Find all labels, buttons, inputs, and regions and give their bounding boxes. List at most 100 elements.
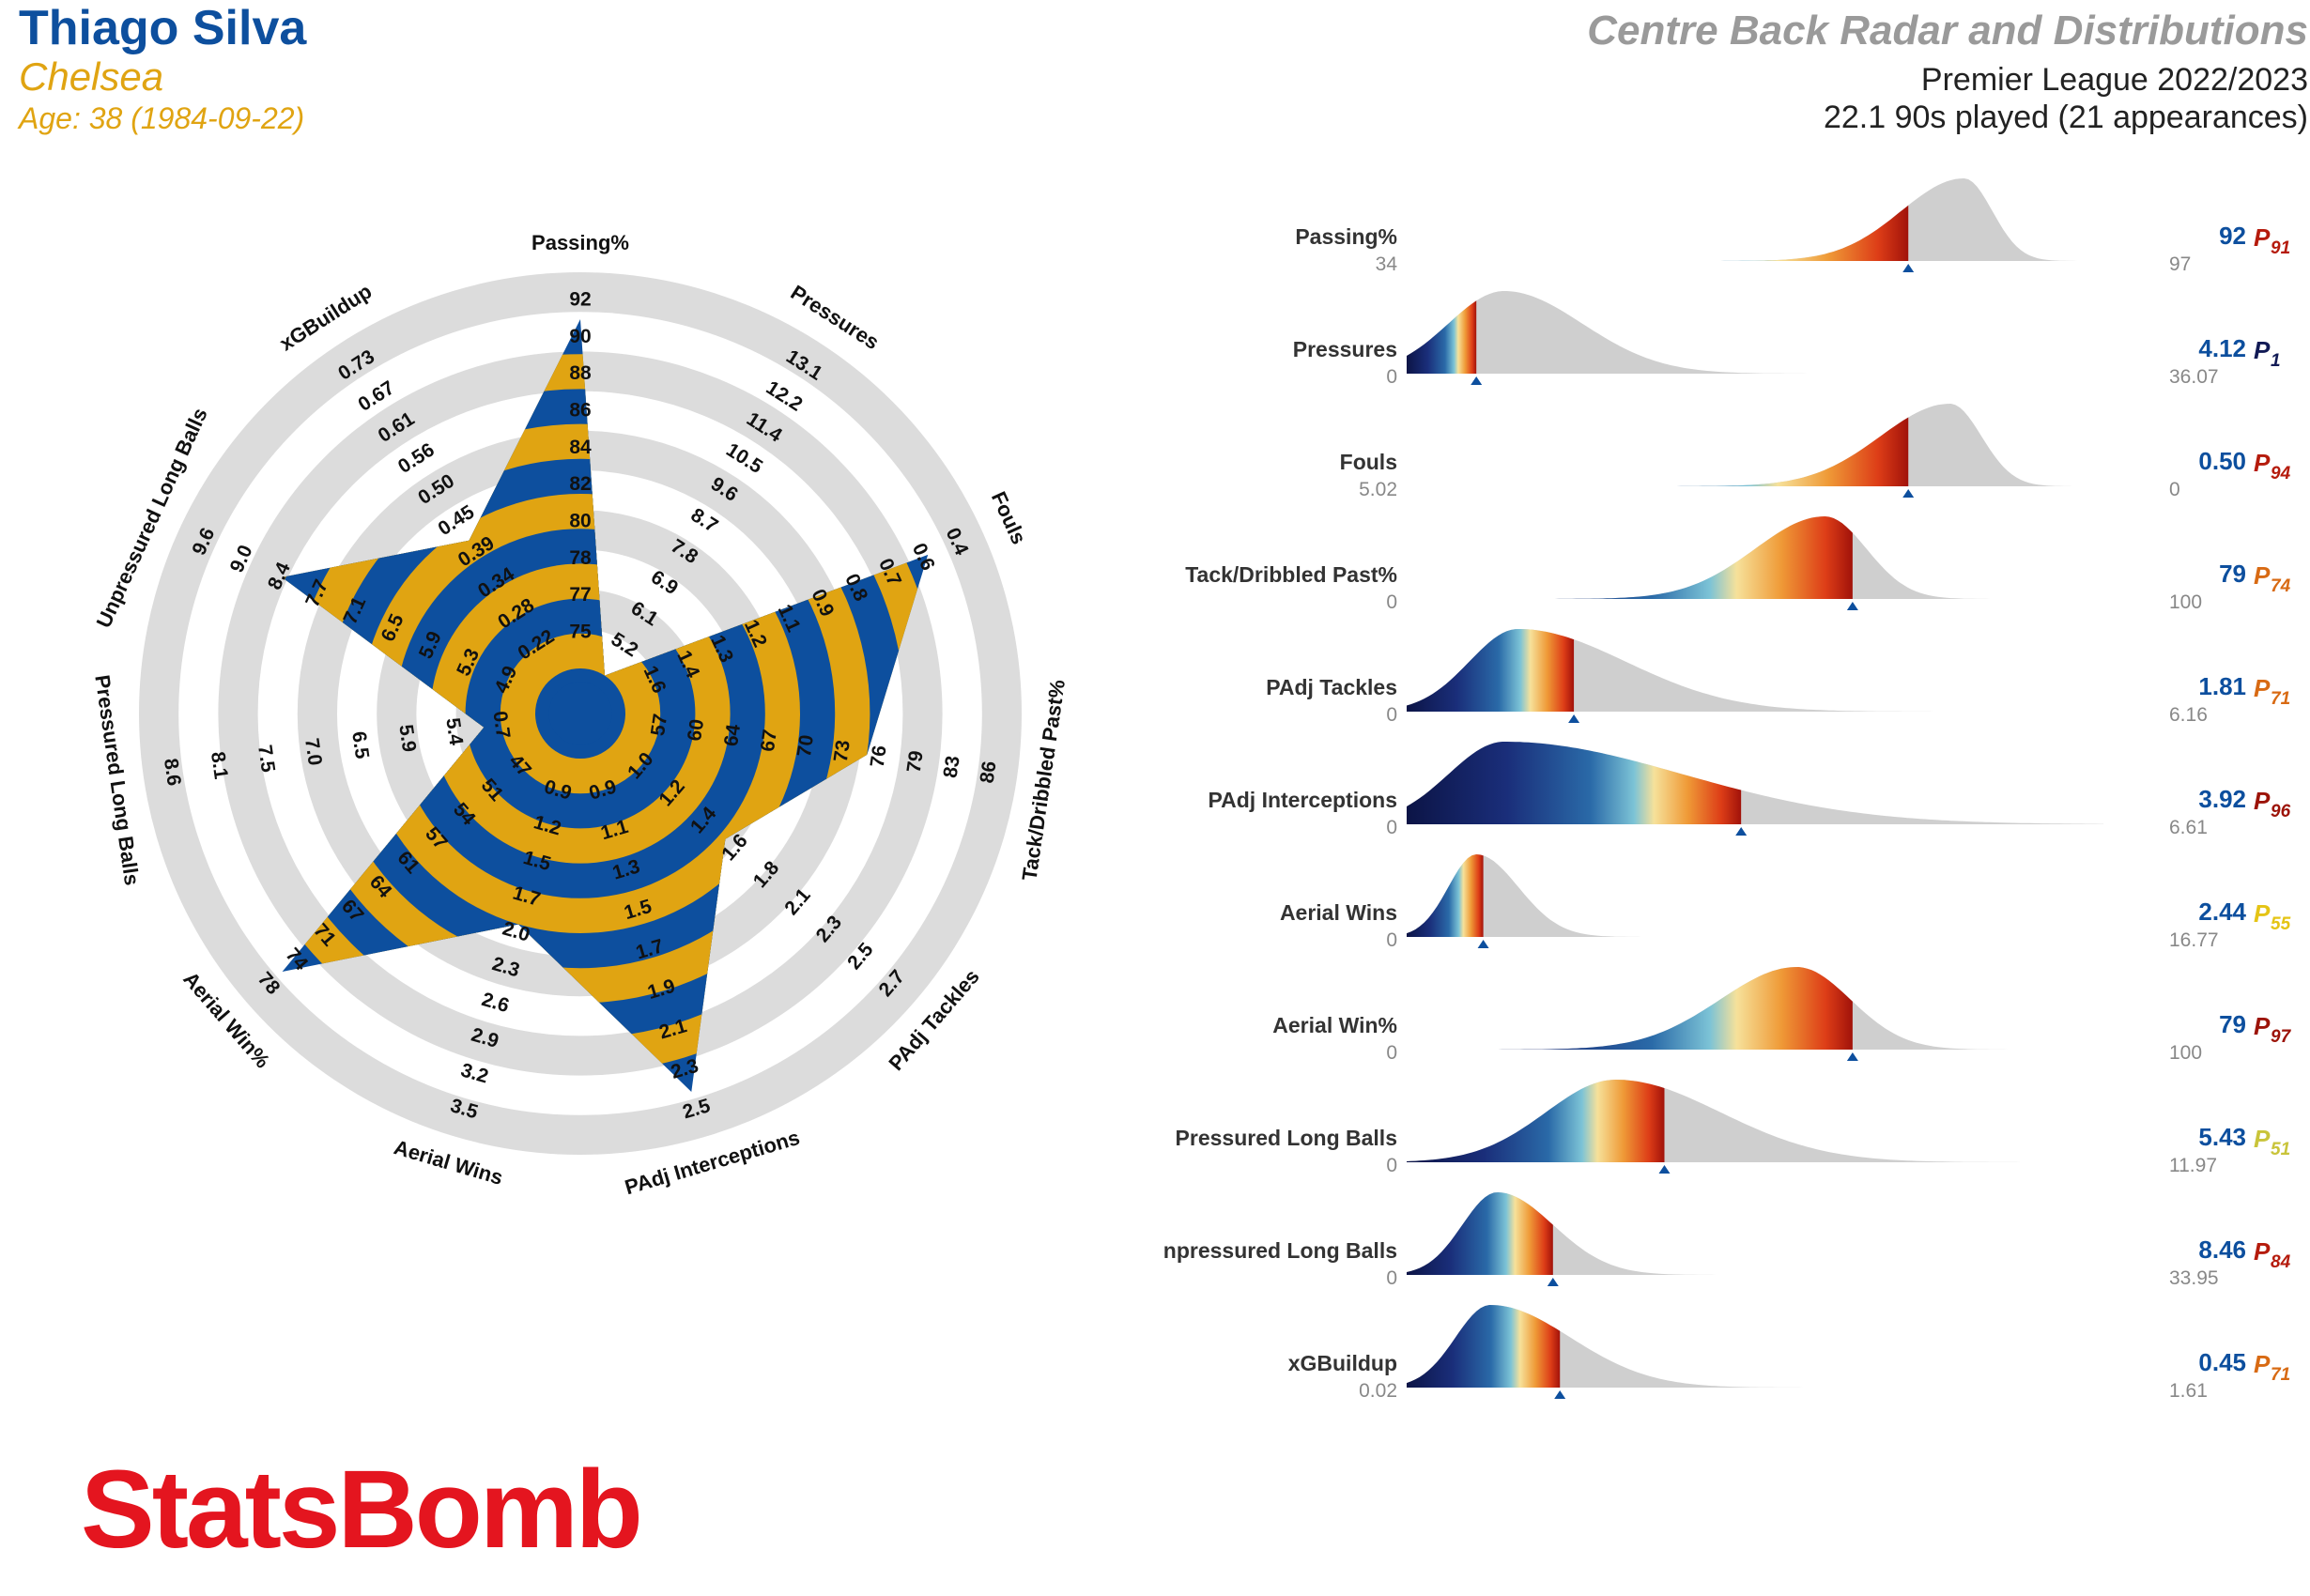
- distribution-min: 0: [1386, 704, 1397, 726]
- distribution-curve: [1407, 404, 2103, 486]
- distribution-fill: [1407, 417, 1909, 486]
- radar-tick-label: 7.0: [300, 737, 326, 767]
- player-value: 79: [2219, 1010, 2246, 1038]
- percentile-letter: P: [2254, 1012, 2271, 1040]
- distribution-max: 33.95: [2169, 1267, 2219, 1289]
- radar-axis-label: Tack/Dribbled Past%: [1017, 678, 1070, 882]
- distribution-min: 34: [1376, 253, 1398, 275]
- distribution-min: 0: [1386, 1267, 1397, 1289]
- distribution-min: 0: [1386, 1155, 1397, 1176]
- value-marker: [1658, 1165, 1671, 1174]
- radar-tick-label: 8.6: [160, 757, 185, 787]
- player-value: 92: [2219, 222, 2246, 250]
- distribution-min: 0: [1386, 366, 1397, 388]
- radar-tick-label: 5.9: [394, 723, 420, 753]
- distribution-label: PAdj Tackles: [1266, 675, 1397, 699]
- percentile-value: 96: [2271, 802, 2291, 821]
- distribution-min: 0.02: [1359, 1380, 1397, 1402]
- distribution-label: Passing%: [1295, 224, 1397, 249]
- distribution-max: 100: [2169, 1042, 2202, 1064]
- radar-tick-label: 5.4: [441, 716, 467, 746]
- radar-tick-label: 64: [720, 723, 745, 748]
- chart-title: Centre Back Radar and Distributions: [1587, 8, 2308, 54]
- percentile-letter: P: [2254, 223, 2271, 252]
- distribution-label: Pressured Long Balls: [1176, 1126, 1397, 1150]
- radar-tick-label: 84: [569, 437, 592, 458]
- distribution-fill: [1407, 629, 1575, 712]
- distribution-label: Aerial Win%: [1272, 1013, 1397, 1037]
- minutes-played: 22.1 90s played (21 appearances): [1823, 100, 2308, 135]
- value-marker: [1735, 827, 1748, 836]
- radar-tick-label: 73: [830, 739, 855, 763]
- distribution-max: 0: [2169, 479, 2180, 500]
- team-name: Chelsea: [19, 54, 164, 99]
- distribution-max: 100: [2169, 591, 2202, 613]
- radar-tick-label: 79: [903, 749, 928, 774]
- percentile-letter: P: [2254, 1237, 2271, 1266]
- percentile-value: 97: [2271, 1027, 2292, 1047]
- radar-tick-label: 77: [569, 584, 591, 606]
- player-value: 79: [2219, 560, 2246, 588]
- value-marker: [1554, 1390, 1566, 1399]
- distribution-max: 6.61: [2169, 817, 2208, 838]
- distribution-label: Aerial Wins: [1280, 900, 1397, 925]
- distribution-max: 1.61: [2169, 1380, 2208, 1402]
- distribution-min: 0: [1386, 817, 1397, 838]
- percentile-value: 71: [2271, 1365, 2290, 1385]
- radar-tick-label: 7.5: [254, 744, 279, 774]
- percentile-value: 84: [2271, 1252, 2291, 1272]
- radar-tick-label: 8.1: [207, 750, 232, 780]
- distribution-max: 11.97: [2169, 1155, 2217, 1176]
- league-season: Premier League 2022/2023: [1920, 62, 2308, 98]
- distribution-fill: [1407, 205, 1909, 261]
- distribution-label: xGBuildup: [1288, 1351, 1397, 1375]
- radar-axis-label: Fouls: [987, 488, 1031, 548]
- percentile-letter: P: [2254, 1350, 2271, 1378]
- percentile-value: 51: [2271, 1140, 2290, 1159]
- radar-axis-label: Pressured Long Balls: [90, 673, 144, 886]
- value-marker: [1568, 714, 1580, 723]
- percentile-value: 55: [2271, 914, 2291, 934]
- distribution-label: Unpressured Long Balls: [1164, 1238, 1397, 1263]
- percentile-value: 71: [2271, 689, 2290, 709]
- radar-tick-label: 78: [569, 547, 592, 569]
- player-value: 1.81: [2198, 672, 2246, 700]
- player-age: Age: 38 (1984-09-22): [19, 101, 305, 135]
- distribution-label: Pressures: [1293, 337, 1397, 361]
- distribution-max: 16.77: [2169, 929, 2219, 951]
- percentile-letter: P: [2254, 899, 2271, 928]
- radar-axis-label: Passing%: [531, 231, 629, 254]
- value-marker: [1846, 602, 1858, 610]
- distribution-fill: [1407, 300, 1477, 374]
- value-marker: [1902, 264, 1915, 272]
- radar-tick-label: 0.7: [488, 710, 514, 740]
- distribution-min: 0: [1386, 929, 1397, 951]
- radar-tick-label: 60: [684, 717, 708, 742]
- distribution-label: Fouls: [1340, 450, 1397, 474]
- distribution-min: 0: [1386, 591, 1397, 613]
- percentile-value: 91: [2271, 238, 2290, 258]
- player-value: 4.12: [2198, 334, 2246, 362]
- percentile-value: 1: [2271, 351, 2281, 371]
- distribution-fill: [1407, 742, 1742, 824]
- radar-tick-label: 80: [569, 511, 591, 532]
- distribution-curve: [1407, 854, 2103, 937]
- radar-tick-label: 86: [977, 760, 1001, 784]
- distribution-min: 0: [1386, 1042, 1397, 1064]
- radar-tick-label: 70: [793, 733, 818, 758]
- distribution-max: 36.07: [2169, 366, 2219, 388]
- player-value: 3.92: [2198, 785, 2246, 813]
- player-value: 8.46: [2198, 1235, 2246, 1264]
- distribution-curve: [1407, 291, 2103, 374]
- distribution-fill: [1407, 1192, 1553, 1275]
- radar-tick-label: 76: [867, 744, 891, 768]
- distribution-fill: [1407, 516, 1853, 599]
- radar-tick-label: 57: [647, 713, 671, 737]
- radar-tick-label: 82: [569, 473, 591, 495]
- percentile-letter: P: [2254, 674, 2271, 702]
- value-marker: [1471, 376, 1483, 385]
- distribution-min: 5.02: [1359, 479, 1397, 500]
- distribution-curve: [1407, 1192, 2103, 1275]
- radar-tick-label: 88: [569, 362, 592, 384]
